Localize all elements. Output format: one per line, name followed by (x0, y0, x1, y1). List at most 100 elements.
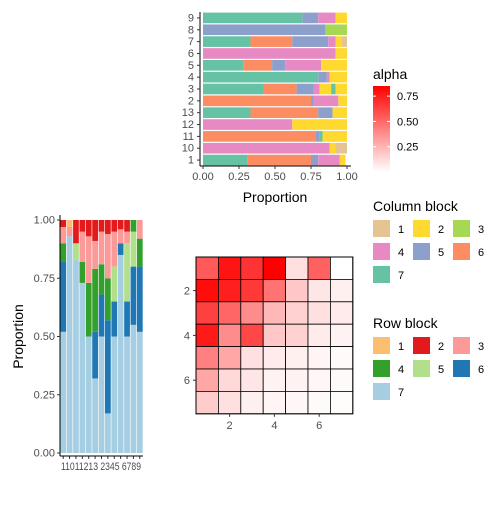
column-block-legend-label: 4 (398, 247, 404, 259)
bar-segment (292, 36, 329, 47)
bar-segment (117, 243, 124, 255)
bar-segment (296, 83, 314, 95)
heatmap-cell (195, 390, 219, 415)
row-block-legend: Row block 1 2 3 4 5 6 7 (373, 315, 484, 400)
bar-segment (130, 324, 137, 453)
bar-segment (263, 83, 297, 95)
heatmap-cell (329, 368, 354, 392)
heatmap-cell (307, 278, 331, 303)
bar-segment (66, 236, 73, 453)
y-tick-label: 4 (188, 72, 194, 84)
heatmap-cell (285, 278, 309, 303)
bar-segment (136, 238, 143, 267)
bar-segment (292, 119, 347, 130)
heatmap-cell (262, 346, 287, 370)
bar-segment (203, 12, 303, 24)
y-tick-label: 1.00 (34, 215, 55, 227)
column-block-legend-key (453, 243, 470, 260)
row-block-legend-label: 5 (438, 364, 444, 376)
bar-segment (117, 220, 124, 230)
heatmap-cell (285, 323, 309, 348)
bar-segment (105, 320, 111, 414)
bar-segment (66, 220, 73, 227)
bar-segment (111, 266, 118, 302)
bar-segment (117, 229, 124, 244)
row-block-legend-key (413, 360, 430, 377)
bar-segment (85, 236, 92, 283)
bar-segment (338, 95, 347, 107)
x-tick-label: 2 (227, 420, 233, 432)
bar-segment (92, 240, 98, 269)
heatmap-cell (307, 301, 331, 325)
row-block-legend-label: 7 (398, 387, 404, 399)
heatmap-cell (285, 256, 309, 280)
bar-segment (60, 261, 67, 332)
bar-segment (339, 154, 346, 166)
heatmap-cell (217, 256, 242, 280)
row-block-legend-label: 1 (398, 341, 404, 353)
y-tick-label: 7 (188, 36, 194, 48)
heatmap-cell (240, 278, 264, 303)
heatmap-cell (195, 368, 219, 392)
bar-segment (243, 59, 273, 71)
alpha-legend-label: 0.50 (397, 116, 418, 128)
bar-segment (111, 336, 118, 453)
bar-segment (335, 12, 347, 24)
x-tick-label: 0.00 (192, 171, 213, 183)
bar-segment (313, 95, 339, 107)
bar-segment (98, 231, 105, 265)
alpha-colorbar (373, 86, 390, 172)
bar-segment (124, 336, 130, 453)
bar-segment (203, 95, 311, 107)
alpha-legend-title: alpha (373, 66, 407, 82)
heatmap-cell (307, 390, 331, 415)
bar-segment (92, 378, 98, 453)
bar-segment (73, 220, 79, 244)
column-block-legend-title: Column block (373, 198, 459, 214)
bar-segment (203, 36, 251, 47)
heatmap-cell (217, 346, 242, 370)
heatmap-cell (329, 323, 354, 348)
heatmap-cell (329, 278, 354, 303)
x-tick-label: 0.75 (300, 171, 321, 183)
row-block-legend-key (373, 337, 390, 354)
row-block-legend-label: 6 (478, 364, 484, 376)
heatmap-cell (240, 323, 264, 348)
bar-segment (332, 107, 347, 119)
column-block-legend-key (413, 243, 430, 260)
heatmap-cell (329, 301, 354, 325)
row-block-legend-title: Row block (373, 315, 439, 331)
column-block-legend-label: 6 (478, 247, 484, 259)
bar-segment (92, 268, 98, 332)
heatmap-cell (217, 301, 242, 325)
bar-segment (98, 264, 105, 295)
bar-segment (105, 278, 111, 321)
bar-segment (111, 220, 118, 232)
y-tick-label: 0.50 (34, 331, 55, 343)
bar-segment (329, 71, 347, 83)
bar-segment (328, 36, 336, 47)
bar-segment (98, 336, 105, 453)
heatmap-cell (217, 323, 242, 348)
heatmap-cell (307, 323, 331, 348)
heatmap-cell (307, 346, 331, 370)
bar-segment (98, 294, 105, 337)
heatmap-cell (195, 256, 219, 280)
heatmap: 2 4 6 2 4 6 (184, 256, 354, 432)
row-block-legend-key (453, 360, 470, 377)
heatmap-cell (329, 390, 354, 415)
bar-segment (60, 243, 67, 262)
x-axis-title: Proportion (243, 189, 308, 205)
bar-segment (319, 83, 332, 95)
y-tick-label: 5 (188, 60, 194, 72)
x-tick-label: 4 (271, 420, 277, 432)
y-tick-label: 0.75 (34, 273, 55, 285)
row-block-legend-key (453, 337, 470, 354)
bar-segment (335, 48, 347, 59)
bar-segment (130, 220, 137, 232)
bar-segment (250, 36, 293, 47)
heatmap-cell (240, 301, 264, 325)
bar-segment (92, 331, 98, 379)
bar-segment (92, 220, 98, 241)
bar-segment (79, 220, 86, 232)
